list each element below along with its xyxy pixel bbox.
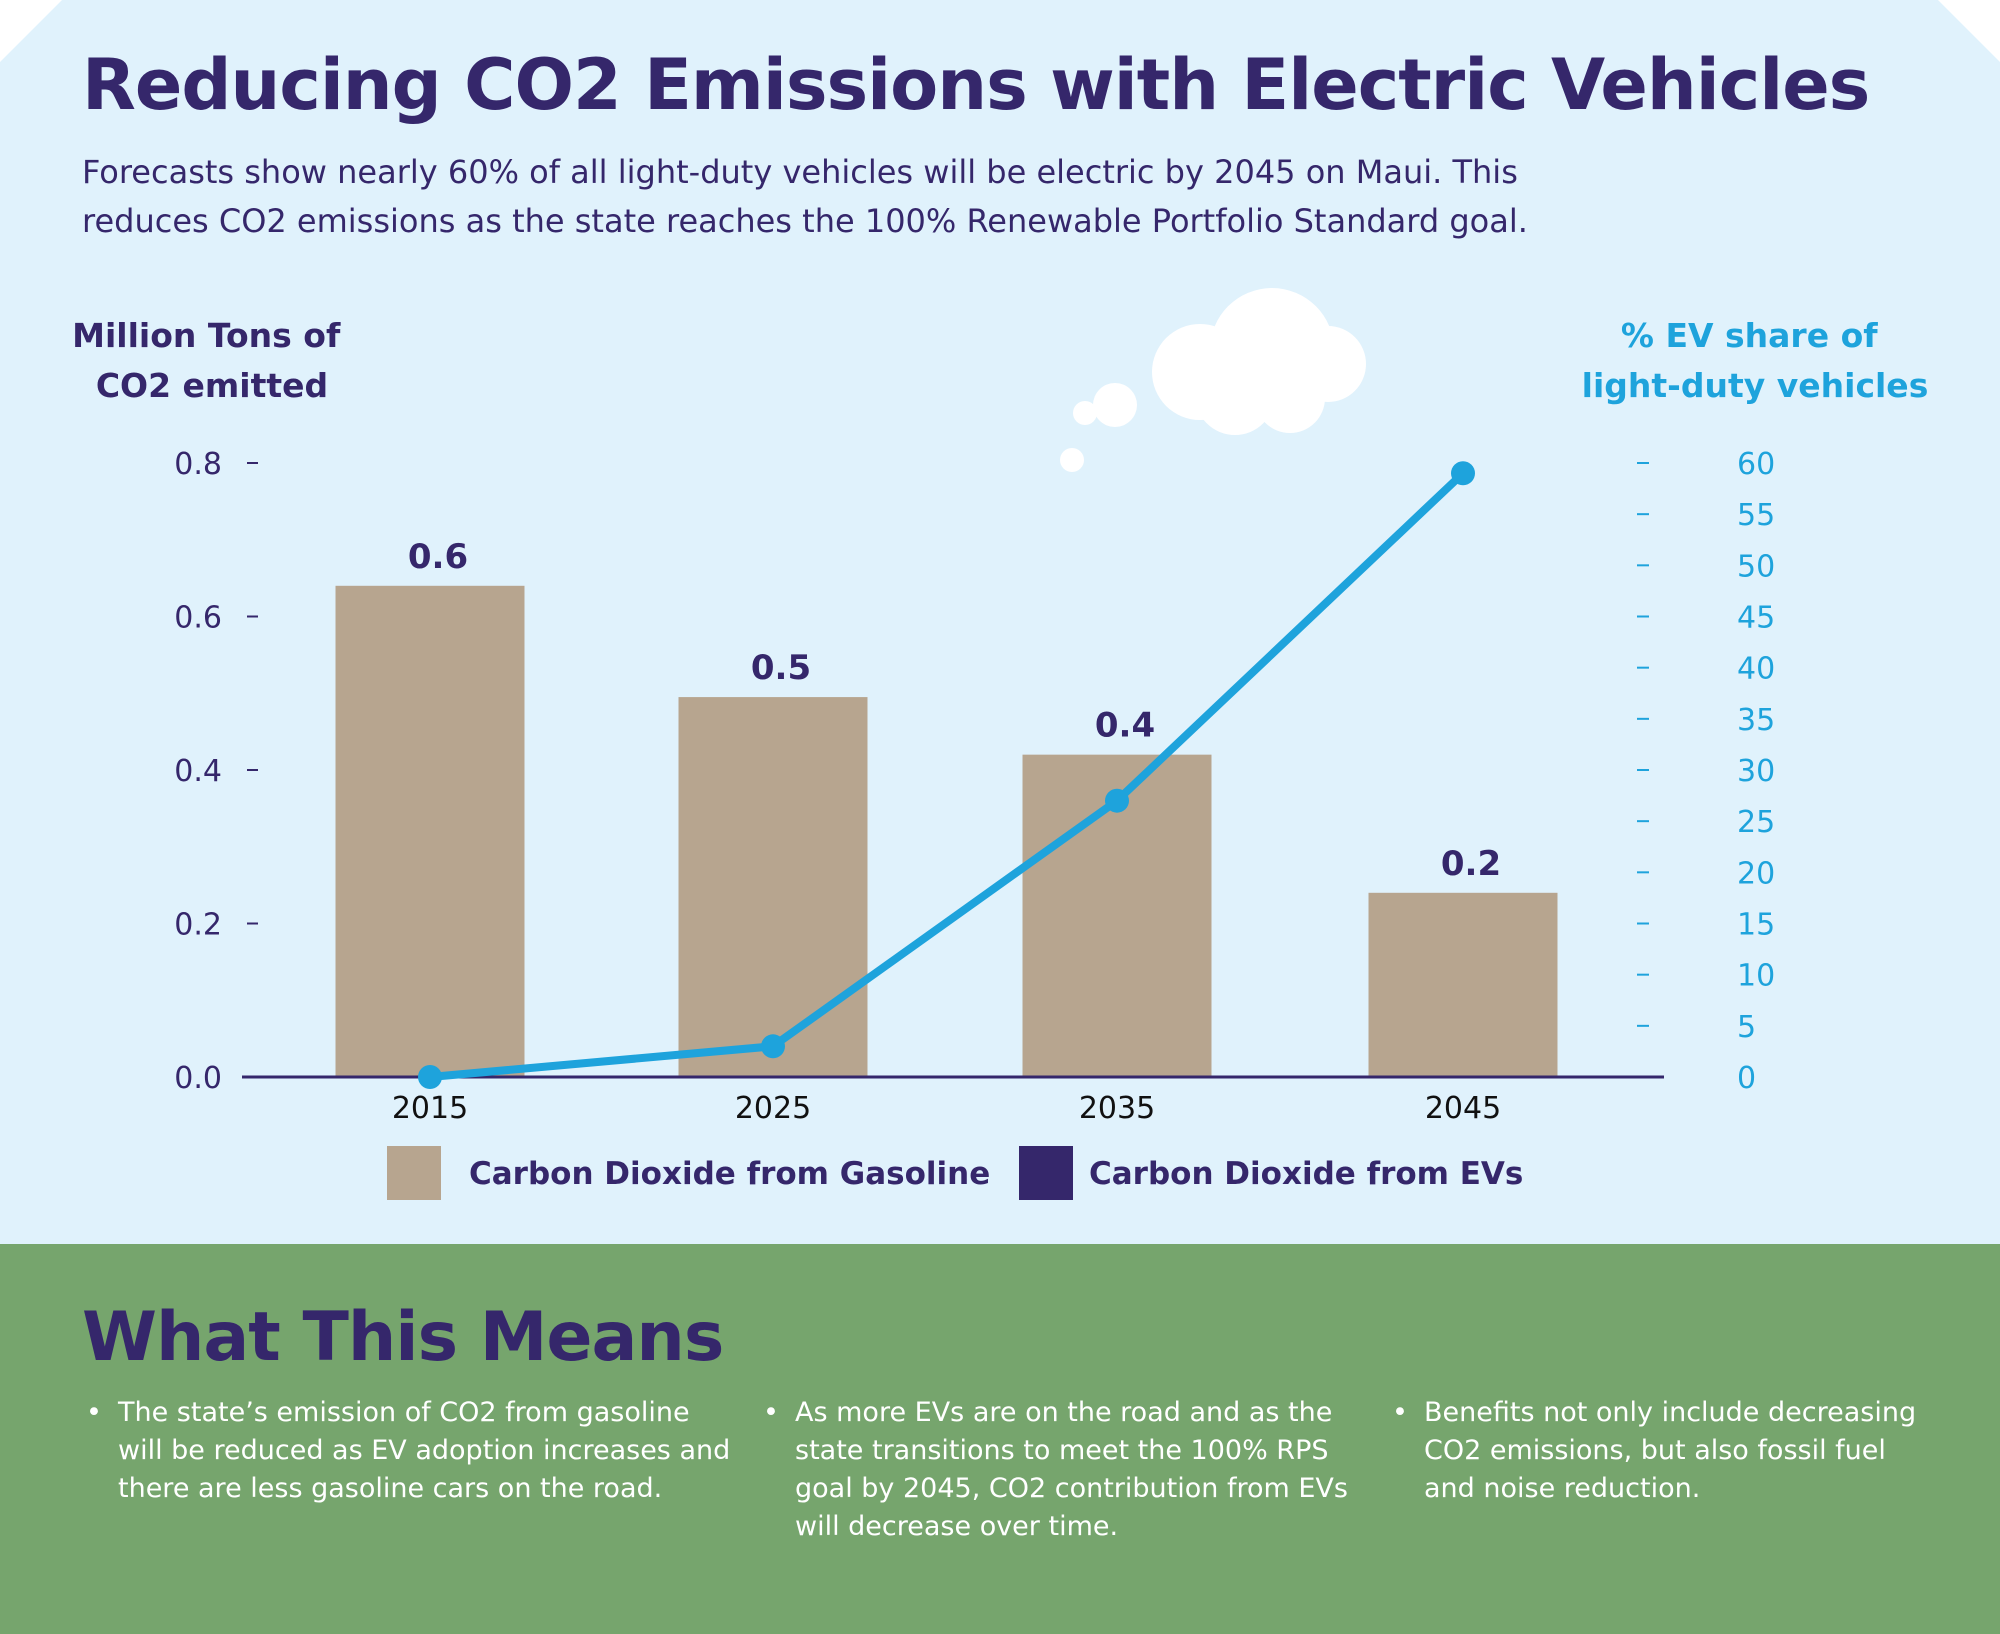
legend-swatch-evs — [1019, 1146, 1073, 1200]
y-tick-label: 0.4 — [174, 754, 222, 789]
bar-gasoline — [678, 697, 868, 1077]
bullet-icon: • — [86, 1397, 102, 1428]
y2-tick-label: 40 — [1737, 652, 1775, 687]
chart: Million Tons of CO2 emitted % EV share o… — [72, 288, 1929, 1200]
page-title: Reducing CO2 Emissions with Electric Veh… — [82, 44, 1870, 126]
y2-tick-label: 10 — [1737, 959, 1775, 994]
bullet-icon: • — [1392, 1397, 1408, 1428]
legend-label-gasoline: Carbon Dioxide from Gasoline — [469, 1156, 990, 1192]
y2-tick-label: 50 — [1737, 549, 1775, 584]
y2-tick-label: 15 — [1737, 908, 1775, 943]
legend: Carbon Dioxide from Gasoline Carbon Diox… — [387, 1146, 1523, 1200]
y2-tick-label: 0 — [1737, 1061, 1756, 1096]
ev-share-line — [429, 470, 1466, 1081]
y2-tick-label: 20 — [1737, 856, 1775, 891]
y-axis-title: Million Tons of CO2 emitted — [72, 316, 352, 405]
bullet-icon: • — [763, 1397, 779, 1428]
corner-cutout — [0, 0, 62, 62]
chart-panel: Reducing CO2 Emissions with Electric Veh… — [0, 0, 2000, 1244]
legend-label-evs: Carbon Dioxide from EVs — [1089, 1156, 1523, 1192]
page-subtitle: Forecasts show nearly 60% of all light-d… — [82, 153, 1528, 240]
bar-gasoline — [335, 585, 525, 1077]
bar-data-label: 0.6 — [408, 537, 468, 577]
y2-tick-label: 60 — [1737, 447, 1775, 482]
ev-share-point — [761, 1034, 785, 1059]
legend-swatch-gasoline — [387, 1146, 441, 1200]
list-item: • As more EVs are on the road and as the … — [763, 1394, 1355, 1546]
bar-data-label: 0.4 — [1095, 706, 1155, 746]
y2-tick-label: 30 — [1737, 754, 1775, 789]
ev-share-point — [1105, 788, 1129, 813]
bar-data-label: 0.5 — [751, 648, 811, 688]
y-tick-label: 0.6 — [174, 601, 222, 636]
y-tick-label: 0.2 — [174, 908, 222, 943]
what-this-means-panel: What This Means • The state’s emission of… — [0, 1244, 2000, 1634]
list-item-text: Benefits not only include decreasing CO2… — [1424, 1397, 1917, 1504]
y-tick-label: 0.8 — [174, 447, 222, 482]
y2-axis-title: % EV share of light-duty vehicles — [1582, 316, 1929, 405]
ev-share-point — [1451, 461, 1475, 486]
y2-tick-label: 55 — [1737, 498, 1775, 533]
bar-data-label: 0.2 — [1441, 844, 1501, 884]
list-item: • The state’s emission of CO2 from gasoli… — [86, 1394, 738, 1508]
y2-tick-label: 5 — [1737, 1010, 1756, 1045]
cloud-icon — [1060, 288, 1366, 472]
bar-gasoline — [1368, 892, 1558, 1077]
y2-tick-label: 25 — [1737, 805, 1775, 840]
list-item: • Benefits not only include decreasing CO… — [1392, 1394, 1944, 1508]
x-tick-label: 2045 — [1425, 1091, 1501, 1126]
list-item-text: The state’s emission of CO2 from gasolin… — [118, 1397, 731, 1504]
x-tick-label: 2015 — [392, 1091, 468, 1126]
y2-tick-label: 35 — [1737, 703, 1775, 738]
ev-share-point — [418, 1065, 442, 1089]
x-tick-label: 2035 — [1079, 1091, 1155, 1126]
x-tick-label: 2025 — [735, 1091, 811, 1126]
section-title: What This Means — [82, 1298, 724, 1377]
corner-cutout — [1938, 0, 2000, 62]
list-item-text: As more EVs are on the road and as the s… — [795, 1397, 1348, 1542]
y-tick-label: 0.0 — [174, 1061, 222, 1096]
y2-tick-label: 45 — [1737, 601, 1775, 636]
